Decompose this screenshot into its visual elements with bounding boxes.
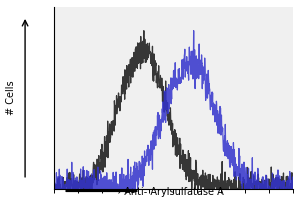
Text: → Anti- Arylsulfatase A: → Anti- Arylsulfatase A bbox=[112, 187, 224, 197]
Text: # Cells: # Cells bbox=[6, 81, 16, 115]
